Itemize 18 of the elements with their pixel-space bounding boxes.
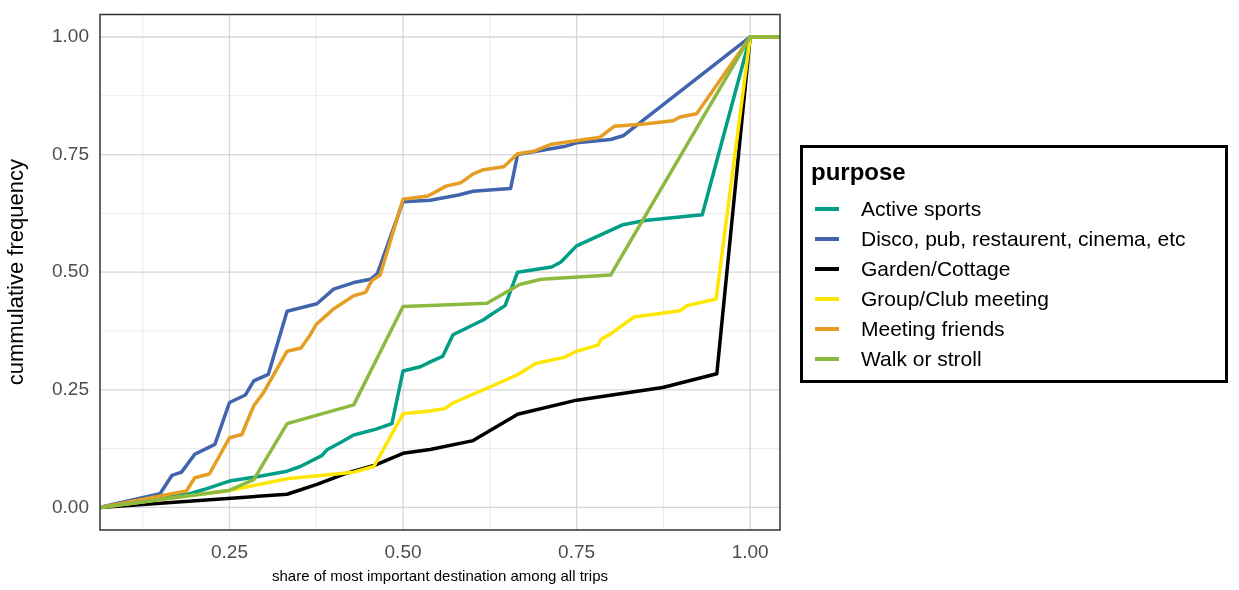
- y-tick-label: 0.75: [52, 142, 89, 164]
- y-tick-label: 0.25: [52, 378, 89, 400]
- legend-label: Garden/Cottage: [861, 257, 1011, 281]
- legend-label: Group/Club meeting: [861, 287, 1049, 311]
- y-tick-label: 0.00: [52, 495, 89, 517]
- x-tick-label: 1.00: [731, 540, 769, 562]
- legend-label: Meeting friends: [861, 317, 1005, 341]
- x-tick-label: 0.75: [558, 540, 596, 562]
- x-tick-label: 0.50: [384, 540, 422, 562]
- y-tick-label: 1.00: [52, 25, 89, 47]
- legend-label: Disco, pub, restaurent, cinema, etc: [861, 227, 1186, 251]
- y-tick-label: 0.50: [52, 260, 89, 282]
- x-axis-title: share of most important destination among all trips: [272, 567, 608, 585]
- legend-title: purpose: [811, 158, 907, 186]
- y-axis-title: cummulative frequency: [3, 159, 29, 386]
- legend-label: Active sports: [861, 197, 982, 221]
- legend-label: Walk or stroll: [861, 347, 982, 371]
- x-tick-label: 0.25: [210, 540, 248, 562]
